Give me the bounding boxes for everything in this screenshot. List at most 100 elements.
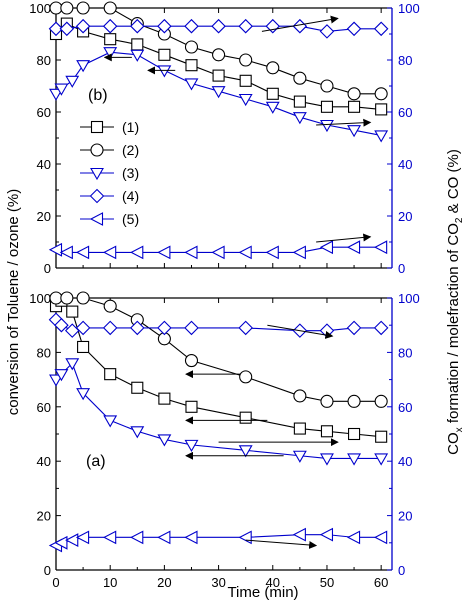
data-point bbox=[184, 18, 199, 34]
data-point bbox=[239, 74, 252, 87]
data-point bbox=[157, 245, 171, 260]
data-point bbox=[265, 245, 279, 260]
series-circle bbox=[49, 291, 388, 408]
y-axis-label-right: COx formation / molefraction of CO2 & CO… bbox=[445, 149, 465, 455]
data-point bbox=[158, 392, 171, 405]
data-point bbox=[346, 320, 362, 336]
data-point bbox=[103, 299, 117, 313]
data-point bbox=[76, 291, 90, 305]
data-point bbox=[211, 18, 226, 34]
data-point bbox=[49, 291, 63, 305]
data-point bbox=[75, 18, 91, 34]
data-point bbox=[65, 358, 80, 371]
data-point bbox=[65, 75, 80, 88]
data-point bbox=[375, 430, 388, 443]
y-right-tick-label: 20 bbox=[398, 509, 412, 524]
data-point bbox=[320, 425, 334, 438]
x-tick-label: 0 bbox=[52, 575, 59, 590]
data-point bbox=[157, 65, 172, 78]
data-point bbox=[184, 354, 199, 368]
data-point bbox=[54, 369, 69, 382]
data-point bbox=[104, 368, 117, 381]
data-point bbox=[184, 78, 199, 91]
y-axis-label-right-sub-x: x bbox=[454, 427, 465, 432]
data-point bbox=[292, 527, 306, 542]
x-axis-label: Time (min) bbox=[227, 584, 298, 601]
data-point bbox=[292, 18, 308, 34]
data-point bbox=[76, 60, 91, 73]
data-point bbox=[319, 24, 335, 39]
data-point bbox=[157, 530, 171, 545]
data-point bbox=[293, 422, 306, 435]
data-point bbox=[239, 411, 252, 424]
data-point bbox=[157, 434, 172, 447]
data-point bbox=[103, 415, 118, 428]
data-point bbox=[211, 245, 225, 260]
data-point bbox=[212, 69, 225, 82]
data-point bbox=[238, 445, 253, 458]
data-point bbox=[103, 47, 118, 60]
y-right-tick-label: 100 bbox=[398, 291, 420, 306]
data-point bbox=[104, 33, 117, 46]
data-point bbox=[76, 1, 90, 15]
y-left-tick-label: 20 bbox=[37, 209, 51, 224]
x-tick-label: 50 bbox=[320, 575, 334, 590]
y-right-tick-label: 100 bbox=[398, 1, 420, 16]
data-point bbox=[292, 245, 306, 260]
series-triangle-left bbox=[48, 527, 388, 553]
y-left-tick-label: 100 bbox=[29, 1, 51, 16]
data-point bbox=[130, 49, 145, 62]
y-right-tick-label: 40 bbox=[398, 157, 412, 172]
data-point bbox=[77, 340, 90, 354]
y-axis-label-right-part-b: formation / molefraction of CO bbox=[445, 223, 462, 427]
y-axis-label-right-part-a: CO bbox=[445, 432, 462, 455]
data-point bbox=[375, 103, 388, 116]
data-point bbox=[320, 394, 334, 408]
data-point bbox=[103, 1, 117, 15]
y-left-tick-label: 80 bbox=[37, 53, 51, 68]
data-point bbox=[130, 530, 144, 545]
annotation-arrow bbox=[267, 324, 334, 339]
data-point bbox=[266, 61, 280, 75]
data-point bbox=[373, 320, 389, 336]
data-point bbox=[48, 242, 63, 257]
legend-label: (1) bbox=[122, 119, 139, 135]
y-right-tick-label: 80 bbox=[398, 53, 412, 68]
data-point bbox=[292, 112, 307, 125]
data-point bbox=[373, 240, 388, 255]
series-triangle-down bbox=[49, 47, 389, 143]
data-point bbox=[374, 87, 388, 101]
panel-label: (a) bbox=[86, 453, 106, 470]
data-point bbox=[185, 59, 198, 72]
y-left-tick-label: 0 bbox=[44, 563, 51, 578]
y-left-tick-label: 0 bbox=[44, 261, 51, 276]
annotation-arrow bbox=[261, 15, 339, 32]
data-point bbox=[60, 291, 74, 305]
data-point bbox=[346, 530, 361, 545]
data-point bbox=[374, 130, 389, 143]
data-point bbox=[49, 1, 63, 15]
series-diamond bbox=[48, 18, 389, 39]
data-point bbox=[238, 18, 253, 34]
data-point bbox=[293, 389, 307, 403]
data-point bbox=[184, 40, 199, 54]
data-point bbox=[347, 87, 361, 101]
data-point bbox=[320, 100, 334, 113]
legend-label: (4) bbox=[122, 188, 139, 204]
data-point bbox=[320, 119, 334, 133]
y-left-tick-label: 20 bbox=[37, 509, 51, 524]
data-point bbox=[238, 93, 253, 107]
panel-label: (b) bbox=[88, 87, 108, 104]
data-point bbox=[102, 18, 118, 34]
data-point bbox=[131, 381, 144, 394]
x-tick-label: 60 bbox=[374, 575, 388, 590]
panel-b: 020406080100020406080100(b)(1)(2)(3)(4)(… bbox=[29, 1, 419, 276]
legend-entry: (1) bbox=[80, 119, 139, 135]
legend-marker bbox=[89, 188, 105, 204]
data-point bbox=[157, 18, 172, 34]
data-point bbox=[239, 53, 253, 67]
series-diamond bbox=[48, 312, 389, 338]
data-point bbox=[103, 530, 117, 545]
data-point bbox=[238, 245, 252, 260]
y-left-tick-label: 80 bbox=[37, 345, 51, 360]
